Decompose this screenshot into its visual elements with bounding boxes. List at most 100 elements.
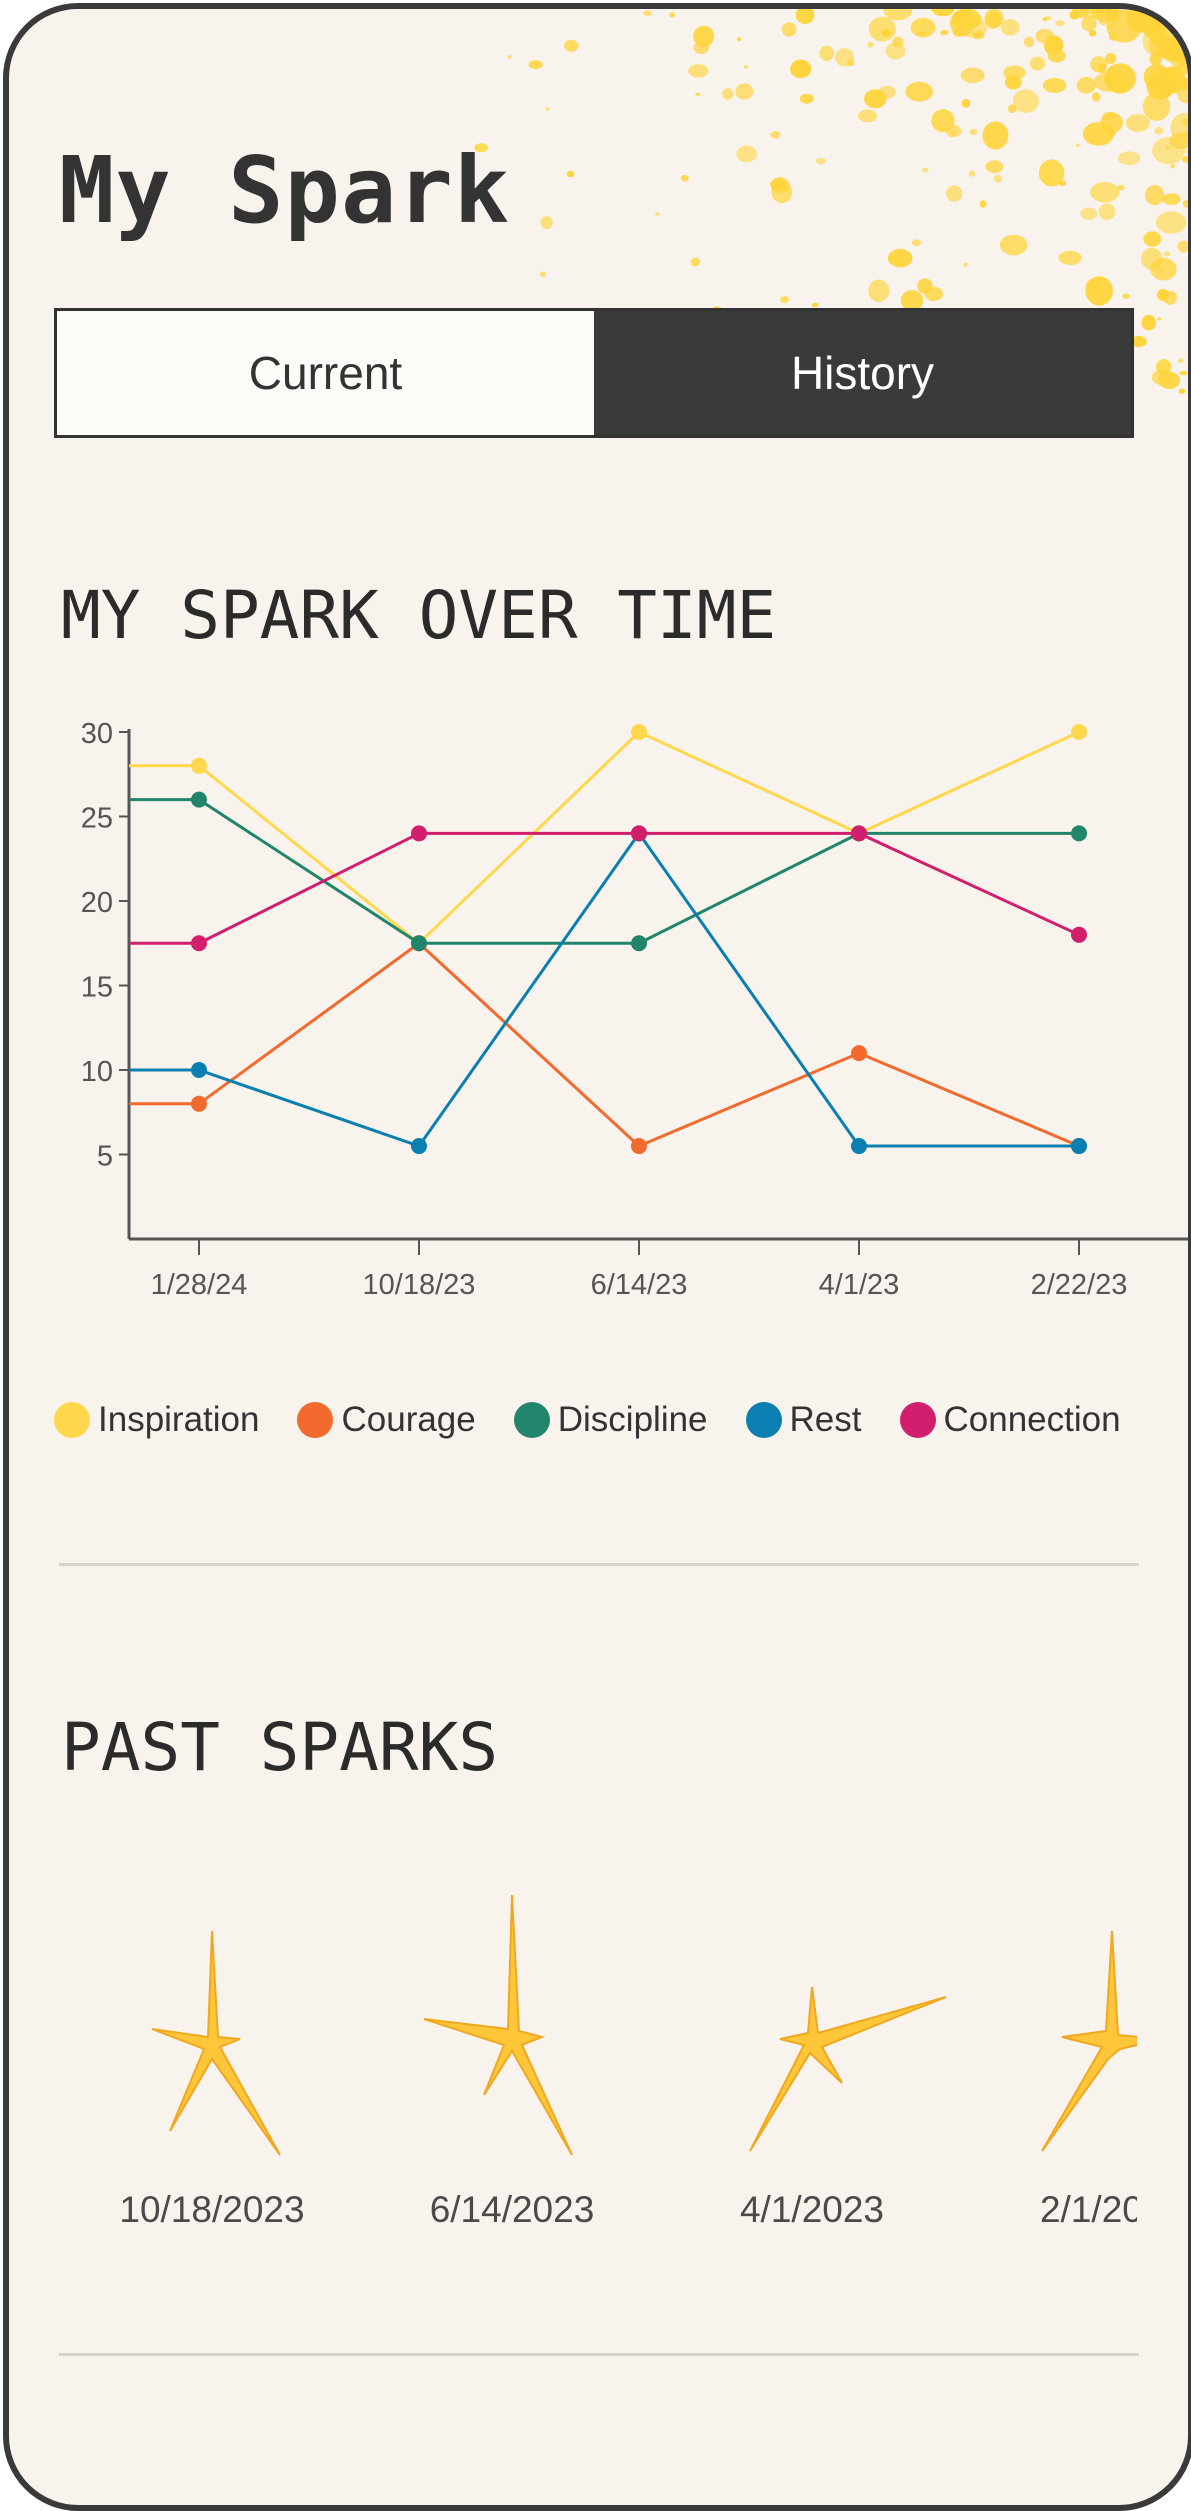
paint-drop (1180, 77, 1188, 89)
paint-drop (931, 109, 955, 133)
paint-drop (743, 65, 749, 69)
data-point-discipline[interactable] (411, 935, 427, 952)
data-point-courage[interactable] (851, 1045, 867, 1062)
paint-drop (1174, 26, 1188, 41)
paint-drop (1088, 29, 1097, 37)
data-point-connection[interactable] (1071, 926, 1087, 943)
star-spark-icon (1041, 1930, 1137, 2152)
spark-line-chart: 5 10 15 20 25 30 1/28/24 10/18/23 6/14/23 4/1/23 2… (81, 718, 1188, 1301)
paint-drop (961, 99, 971, 108)
data-point-courage[interactable] (191, 1095, 207, 1112)
paint-drop (868, 279, 890, 303)
paint-drop (952, 9, 982, 30)
paint-drop (911, 239, 922, 246)
paint-drop (1172, 9, 1188, 27)
paint-drop (1095, 9, 1105, 14)
paint-drop (883, 9, 913, 21)
paint-drop (922, 167, 929, 173)
data-point-discipline[interactable] (191, 791, 207, 808)
paint-drop (1075, 143, 1080, 148)
legend-item-connection[interactable]: Connection (899, 1400, 1121, 1440)
data-point-rest[interactable] (411, 1138, 427, 1155)
past-spark-card[interactable]: 10/18/2023 (62, 1869, 362, 2249)
tab-history[interactable]: History (594, 311, 1131, 435)
paint-drop (540, 216, 553, 230)
paint-drop (1168, 132, 1188, 150)
paint-drop (795, 9, 815, 25)
paint-drop (1055, 20, 1065, 27)
paint-drop (1157, 317, 1162, 321)
star-spark-icon (423, 1894, 573, 2156)
legend-item-inspiration[interactable]: Inspiration (54, 1400, 259, 1440)
data-point-connection[interactable] (191, 935, 207, 952)
data-point-rest[interactable] (851, 1138, 867, 1155)
past-spark-card[interactable]: 6/14/2023 (362, 1869, 662, 2249)
section-title-over-time: MY SPARK OVER TIME (61, 577, 777, 654)
legend-item-discipline[interactable]: Discipline (513, 1400, 708, 1440)
paint-drop (1076, 76, 1096, 94)
paint-drop (1178, 358, 1183, 363)
x-tick-label: 10/18/23 (363, 1269, 476, 1301)
legend-label: Inspiration (98, 1400, 260, 1439)
chart-legend: Inspiration Courage Discipline Rest Conn… (54, 1400, 1159, 1440)
legend-label: Courage (341, 1400, 476, 1439)
tab-current[interactable]: Current (57, 311, 594, 435)
spark-date: 10/18/2023 (119, 2189, 305, 2230)
past-spark-card[interactable]: 4/1/2023 (662, 1869, 962, 2249)
past-spark-card[interactable]: 2/1/2023 (962, 1869, 1137, 2249)
past-sparks-carousel[interactable]: 10/18/2023 6/14/2023 4/1/2023 2/1/2023 (9, 1869, 1137, 2249)
data-point-discipline[interactable] (1071, 825, 1087, 842)
paint-drop (950, 130, 955, 136)
legend-item-courage[interactable]: Courage (297, 1400, 476, 1440)
legend-dot-rest (745, 1402, 782, 1438)
paint-drop (1008, 104, 1017, 113)
paint-drop (722, 88, 734, 100)
legend-item-rest[interactable]: Rest (745, 1400, 862, 1440)
paint-drop (1058, 250, 1082, 265)
legend-dot-connection (899, 1402, 936, 1438)
paint-drop (680, 175, 689, 182)
paint-drop (643, 10, 652, 16)
legend-dot-courage (297, 1402, 334, 1438)
paint-drop (815, 157, 827, 165)
paint-drop (864, 89, 887, 109)
paint-drop (1081, 16, 1097, 32)
paint-drop (690, 257, 701, 267)
data-point-discipline[interactable] (631, 935, 647, 952)
paint-drop (695, 92, 701, 96)
y-tick-label: 25 (81, 803, 113, 835)
paint-drop (887, 248, 913, 268)
spark-date: 2/1/2023 (1039, 2189, 1137, 2230)
data-point-inspiration[interactable] (1071, 724, 1087, 740)
paint-drop (1090, 182, 1120, 203)
legend-label: Rest (789, 1400, 862, 1439)
data-point-inspiration[interactable] (631, 724, 647, 740)
paint-drop (539, 271, 547, 278)
data-point-inspiration[interactable] (191, 757, 207, 774)
paint-drop (1156, 31, 1165, 37)
paint-drop (979, 200, 987, 208)
paint-drop (960, 67, 985, 84)
paint-drop (474, 143, 489, 153)
paint-drop (1082, 122, 1115, 146)
paint-drop (1098, 203, 1116, 221)
data-point-rest[interactable] (191, 1062, 207, 1078)
data-point-connection[interactable] (851, 825, 867, 842)
paint-drop (1156, 90, 1162, 96)
data-point-courage[interactable] (631, 1138, 647, 1155)
paint-drop (1143, 231, 1162, 247)
data-point-connection[interactable] (631, 825, 647, 842)
paint-drop (566, 170, 575, 178)
paint-drop (780, 296, 789, 303)
paint-drop (790, 59, 812, 79)
data-point-rest[interactable] (1071, 1138, 1087, 1155)
page-title: My Spark (59, 137, 511, 244)
paint-drop (1170, 164, 1175, 169)
paint-drop (669, 12, 676, 18)
paint-drop (985, 160, 1004, 174)
paint-drop (1097, 63, 1107, 74)
paint-drop (1035, 28, 1054, 44)
spark-date: 6/14/2023 (429, 2189, 595, 2230)
data-point-connection[interactable] (411, 825, 427, 842)
paint-drop (1117, 86, 1126, 93)
